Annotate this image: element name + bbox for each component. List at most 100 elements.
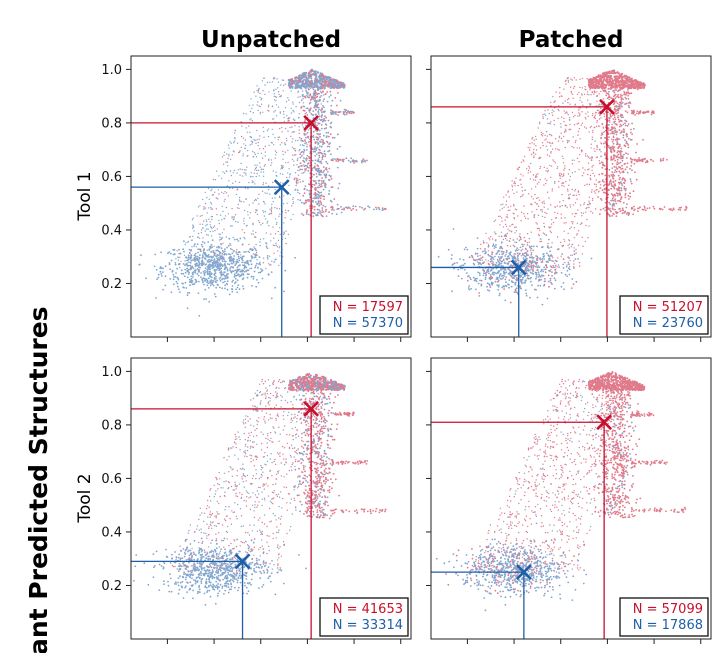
scatter-point (566, 264, 568, 266)
scatter-point (599, 187, 602, 190)
scatter-point (236, 258, 239, 261)
scatter-point (191, 239, 193, 242)
scatter-point (361, 159, 364, 162)
scatter-point (304, 185, 307, 188)
scatter-point (205, 254, 208, 257)
scatter-point (285, 162, 287, 164)
scatter-point (623, 182, 626, 185)
scatter-point (262, 130, 265, 133)
scatter-point (312, 88, 315, 91)
scatter-point (326, 91, 329, 93)
scatter-point (279, 227, 281, 229)
scatter-point (270, 264, 272, 266)
scatter-point (220, 247, 223, 250)
scatter-point (330, 153, 332, 156)
scatter-point (273, 118, 275, 120)
scatter-point (298, 165, 300, 168)
scatter-point (317, 165, 320, 168)
scatter-point (282, 84, 285, 87)
scatter-point (530, 162, 532, 165)
scatter-point (209, 268, 211, 271)
scatter-point (232, 270, 235, 272)
scatter-point (338, 111, 341, 114)
scatter-point (212, 265, 214, 267)
scatter-point (623, 212, 625, 214)
scatter-point (499, 274, 501, 276)
scatter-point (492, 263, 495, 266)
scatter-point (254, 139, 256, 142)
scatter-point (598, 160, 601, 162)
scatter-point (160, 272, 163, 275)
scatter-point (206, 223, 208, 226)
scatter-point (563, 222, 565, 224)
scatter-point (546, 191, 549, 193)
scatter-point (309, 183, 311, 186)
scatter-point (614, 108, 617, 111)
scatter-point (253, 181, 255, 183)
scatter-point (318, 109, 320, 111)
scatter-point (252, 155, 255, 158)
scatter-point (220, 273, 223, 276)
scatter-point (315, 80, 318, 83)
scatter-point (588, 206, 590, 209)
scatter-point (597, 181, 600, 183)
scatter-point (176, 276, 179, 279)
scatter-point (554, 181, 556, 183)
scatter-point (262, 262, 265, 264)
scatter-point (513, 253, 515, 255)
scatter-point (616, 137, 618, 140)
scatter-point (573, 147, 575, 149)
scatter-point (277, 250, 279, 252)
scatter-point (221, 287, 224, 290)
scatter-point (189, 268, 192, 271)
scatter-point (528, 193, 530, 195)
scatter-point (632, 190, 635, 193)
scatter-point (505, 249, 508, 252)
scatter-point (233, 151, 235, 153)
scatter-point (176, 267, 179, 270)
scatter-point (317, 133, 320, 136)
scatter-point (282, 110, 285, 113)
scatter-point (335, 160, 338, 162)
scatter-point (212, 178, 215, 181)
scatter-point (610, 181, 612, 183)
scatter-point (515, 177, 517, 179)
scatter-point (228, 153, 230, 156)
scatter-point (317, 211, 319, 214)
scatter-point (614, 93, 617, 96)
scatter-point (564, 217, 566, 219)
scatter-point (325, 124, 328, 126)
scatter-point (576, 157, 579, 159)
scatter-point (630, 165, 633, 167)
scatter-point (258, 175, 260, 177)
scatter-point (519, 278, 522, 281)
scatter-point (256, 129, 258, 132)
scatter-point (347, 110, 350, 112)
scatter-point (589, 157, 591, 159)
scatter-point (302, 79, 305, 83)
scatter-point (292, 101, 294, 103)
scatter-point (489, 269, 492, 272)
scatter-point (220, 264, 223, 266)
scatter-point (579, 113, 581, 115)
scatter-point (542, 255, 545, 258)
scatter-point (257, 144, 259, 147)
scatter-point (520, 250, 522, 252)
scatter-point (493, 220, 495, 223)
scatter-point (612, 157, 615, 160)
scatter-point (521, 252, 524, 255)
scatter-point (519, 275, 522, 278)
scatter-point (282, 79, 285, 82)
scatter-point (610, 126, 613, 129)
scatter-point (314, 191, 317, 194)
scatter-point (543, 206, 545, 208)
scatter-point (524, 247, 527, 250)
scatter-point (468, 256, 471, 259)
scatter-point (316, 124, 318, 127)
scatter-point (547, 171, 549, 173)
scatter-point (623, 153, 625, 156)
scatter-point (589, 177, 591, 179)
scatter-point (579, 86, 581, 89)
